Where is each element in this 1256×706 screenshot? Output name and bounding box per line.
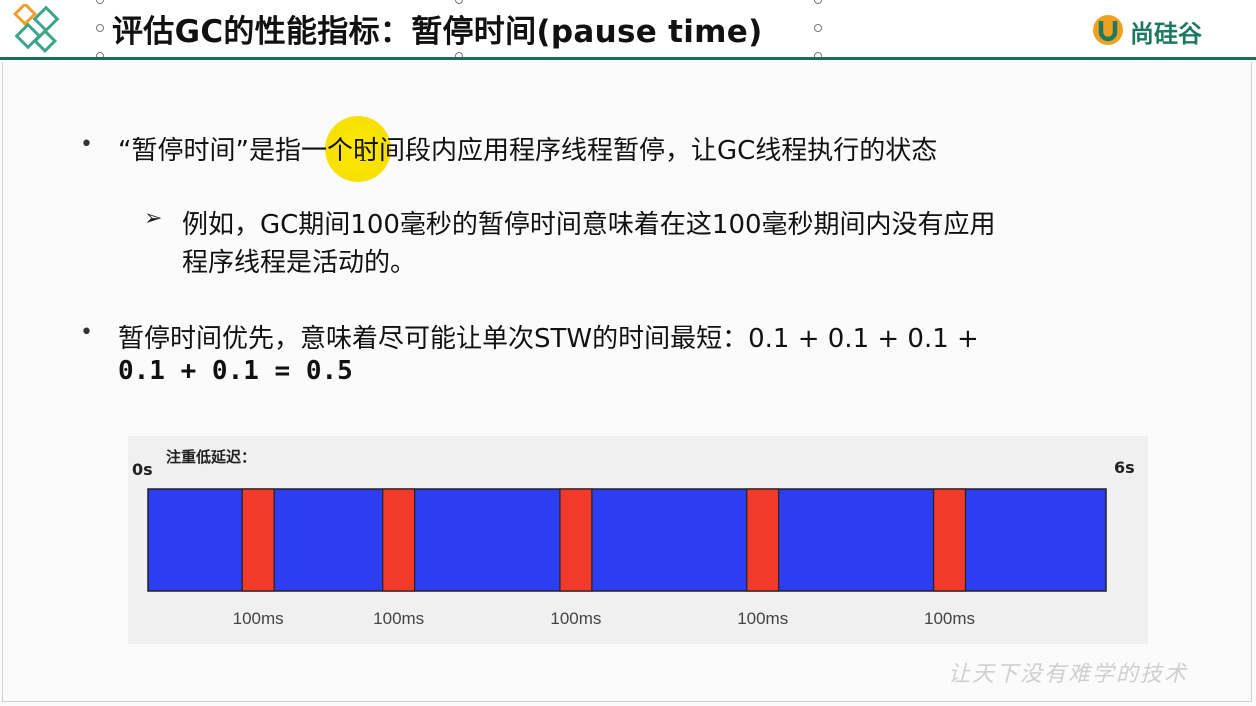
bullet-dot-icon: • xyxy=(80,132,93,157)
pause-bar-2 xyxy=(382,488,416,592)
slide-header: 评估GC的性能指标：暂停时间(pause time) 尚硅谷 xyxy=(0,0,1256,62)
brand-name: 尚硅谷 xyxy=(1130,20,1202,48)
x-tick-end: 6s xyxy=(1114,458,1135,477)
page-title: 评估GC的性能指标：暂停时间(pause time) xyxy=(112,14,763,50)
resize-handle-left[interactable] xyxy=(96,24,104,32)
pause-label-3: 100ms xyxy=(550,609,601,628)
resize-handle-right[interactable] xyxy=(814,24,822,32)
pause-label-5: 100ms xyxy=(924,609,975,628)
pause-bar-4 xyxy=(746,488,780,592)
header-rule xyxy=(0,57,1256,60)
footer-slogan: 让天下没有难学的技术 xyxy=(948,662,1189,687)
bullet-dot-icon: • xyxy=(80,320,93,345)
pause-label-1: 100ms xyxy=(233,609,284,628)
pause-label-4: 100ms xyxy=(737,609,788,628)
text-cursor-icon: I xyxy=(359,142,367,166)
pause-bar-1 xyxy=(241,488,275,592)
diamonds-logo-icon xyxy=(12,4,60,54)
bullet-3-text-line1: 暂停时间优先，意味着尽可能让单次STW的时间最短：0.1 + 0.1 + 0.1… xyxy=(118,324,979,354)
pause-bar-3 xyxy=(559,488,593,592)
bullet-2-text-line1: 例如，GC期间100毫秒的暂停时间意味着在这100毫秒期间内没有应用 xyxy=(182,210,996,240)
pointer-highlight xyxy=(325,116,391,182)
pause-label-2: 100ms xyxy=(373,609,424,628)
bullet-3-text-line2: 0.1 + 0.1 = 0.5 xyxy=(118,356,353,386)
arrow-bullet-icon: ➢ xyxy=(144,206,163,231)
pause-bar-5 xyxy=(932,488,967,592)
x-tick-start: 0s xyxy=(132,460,153,479)
chart-title: 注重低延迟： xyxy=(166,448,257,466)
brand-u-icon xyxy=(1093,15,1123,45)
bullet-1-text: “暂停时间”是指一个时间段内应用程序线程暂停，让GC线程执行的状态 xyxy=(118,136,938,166)
bullet-2-text-line2: 程序线程是活动的。 xyxy=(182,248,417,278)
